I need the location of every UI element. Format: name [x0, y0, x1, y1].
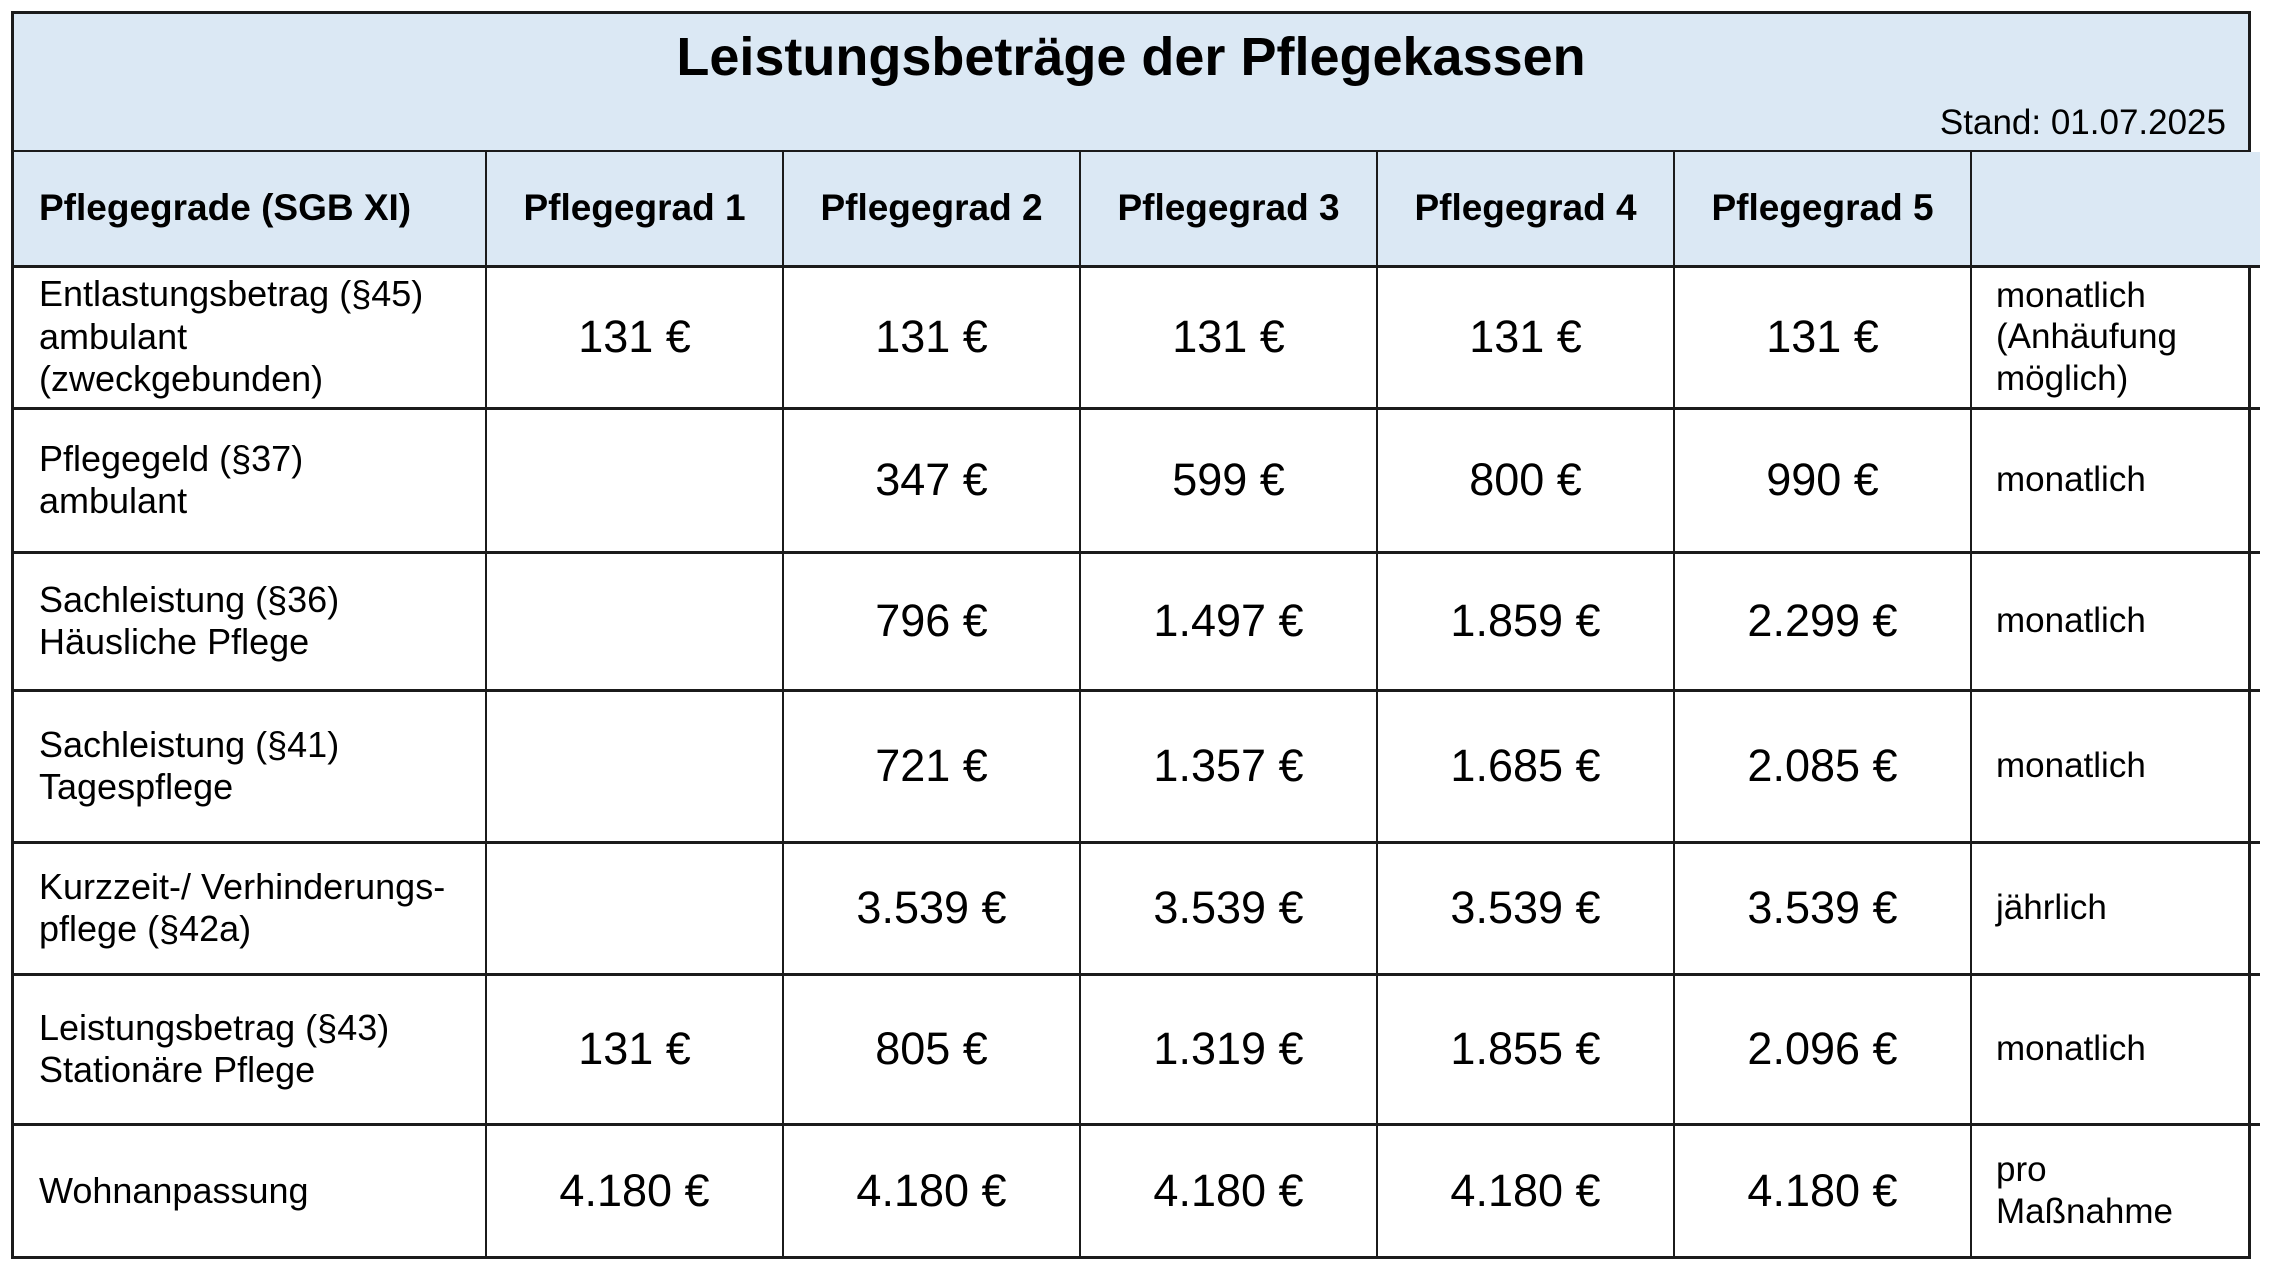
period-cell: monatlich: [1971, 408, 2260, 554]
table-row: Pflegegeld (§37) ambulant 347 €599 €800 €9…: [14, 408, 2260, 554]
period-line: monatlich: [1996, 460, 2146, 500]
row-label-line: pflege (§42a): [39, 908, 252, 949]
period-line: (Anhäufung: [1996, 317, 2177, 357]
period-cell: monatlich (Anhäufung möglich): [1971, 266, 2260, 410]
amount-cell: 4.180 €: [1674, 1124, 1972, 1256]
amount-cell: [486, 552, 784, 692]
header-cell-pflegegrad-5: Pflegegrad 5: [1674, 152, 1972, 268]
period-line: monatlich: [1996, 601, 2146, 641]
amount-cell: 131 €: [486, 266, 784, 410]
row-label-line: Wohnanpassung: [39, 1169, 309, 1211]
amount-cell: 131 €: [1377, 266, 1675, 410]
row-label-line: Stationäre Pflege: [39, 1049, 316, 1090]
amount-cell: 1.497 €: [1080, 552, 1378, 692]
benefits-table-frame: Leistungsbeträge der Pflegekassen Stand:…: [11, 11, 2260, 1259]
period-cell: monatlich: [1971, 974, 2260, 1126]
amount-cell: 1.859 €: [1377, 552, 1675, 692]
period-cell: monatlich: [1971, 690, 2260, 844]
header-cell-pflegegrad-1: Pflegegrad 1: [486, 152, 784, 268]
table-row: Entlastungsbetrag (§45) ambulant (zweckgeb…: [14, 266, 2260, 410]
amount-cell: 2.085 €: [1674, 690, 1972, 844]
period-line: möglich): [1996, 358, 2129, 398]
amount-cell: 2.299 €: [1674, 552, 1972, 692]
amount-cell: 131 €: [1674, 266, 1972, 410]
row-label-line: Pflegegeld (§37): [39, 437, 304, 479]
row-label-line: Sachleistung (§41): [39, 723, 340, 765]
row-label-line: ambulant: [39, 480, 188, 521]
period-line: jährlich: [1996, 888, 2107, 928]
row-label: Entlastungsbetrag (§45) ambulant (zweckgeb…: [14, 266, 487, 410]
table-row: Sachleistung (§41) Tagespflege 721 €1.357 …: [14, 690, 2260, 844]
benefits-table: Pflegegrade (SGB XI) Pflegegrad 1 Pflegegr…: [14, 152, 2260, 1256]
amount-cell: 4.180 €: [783, 1124, 1081, 1256]
stand-date: Stand: 01.07.2025: [1939, 103, 2226, 142]
table-row: Leistungsbetrag (§43) Stationäre Pflege 13…: [14, 974, 2260, 1126]
table-head: Pflegegrade (SGB XI) Pflegegrad 1 Pflegegr…: [14, 152, 2260, 268]
period-cell: pro Maßnahme: [1971, 1124, 2260, 1256]
table-body: Entlastungsbetrag (§45) ambulant (zweckgeb…: [14, 266, 2260, 1256]
row-label-line: Häusliche Pflege: [39, 621, 310, 662]
amount-cell: 800 €: [1377, 408, 1675, 554]
period-line: pro: [1996, 1150, 2047, 1190]
period-line: monatlich: [1996, 276, 2146, 316]
header-cell-pflegegrade: Pflegegrade (SGB XI): [14, 152, 487, 268]
amount-cell: [486, 690, 784, 844]
row-label: Leistungsbetrag (§43) Stationäre Pflege: [14, 974, 487, 1126]
row-label-line: Tagespflege: [39, 766, 234, 807]
row-label: Sachleistung (§36) Häusliche Pflege: [14, 552, 487, 692]
row-label: Kurzzeit-/ Verhinderungs-pflege (§42a): [14, 842, 487, 976]
table-row: Wohnanpassung 4.180 €4.180 €4.180 €4.180 …: [14, 1124, 2260, 1256]
row-label-line: Entlastungsbetrag (§45): [39, 273, 424, 315]
period-line: Maßnahme: [1996, 1191, 2174, 1231]
amount-cell: 4.180 €: [1080, 1124, 1378, 1256]
table-row: Sachleistung (§36) Häusliche Pflege 796 €1…: [14, 552, 2260, 692]
period-line: monatlich: [1996, 1029, 2146, 1069]
amount-cell: 4.180 €: [1377, 1124, 1675, 1256]
period-cell: jährlich: [1971, 842, 2260, 976]
row-label: Pflegegeld (§37) ambulant: [14, 408, 487, 554]
row-label-line: Leistungsbetrag (§43): [39, 1006, 390, 1048]
amount-cell: 3.539 €: [1377, 842, 1675, 976]
amount-cell: 131 €: [783, 266, 1081, 410]
amount-cell: 3.539 €: [1674, 842, 1972, 976]
header-cell-empty: [1971, 152, 2260, 268]
row-label: Sachleistung (§41) Tagespflege: [14, 690, 487, 844]
amount-cell: [486, 842, 784, 976]
amount-cell: 1.357 €: [1080, 690, 1378, 844]
page-title: Leistungsbeträge der Pflegekassen: [676, 27, 1586, 87]
row-label-line: Sachleistung (§36): [39, 578, 340, 620]
amount-cell: 3.539 €: [1080, 842, 1378, 976]
row-label-line: Kurzzeit-/ Verhinderungs-: [39, 865, 446, 907]
amount-cell: 347 €: [783, 408, 1081, 554]
header-cell-pflegegrad-4: Pflegegrad 4: [1377, 152, 1675, 268]
header-cell-pflegegrad-2: Pflegegrad 2: [783, 152, 1081, 268]
amount-cell: 805 €: [783, 974, 1081, 1126]
amount-cell: 3.539 €: [783, 842, 1081, 976]
amount-cell: 796 €: [783, 552, 1081, 692]
table-row: Kurzzeit-/ Verhinderungs-pflege (§42a) 3.…: [14, 842, 2260, 976]
row-label-line: ambulant: [39, 315, 188, 357]
header-row: Pflegegrade (SGB XI) Pflegegrad 1 Pflegegr…: [14, 152, 2260, 268]
amount-cell: [486, 408, 784, 554]
amount-cell: 1.319 €: [1080, 974, 1378, 1126]
row-label: Wohnanpassung: [14, 1124, 487, 1256]
amount-cell: 2.096 €: [1674, 974, 1972, 1126]
header-cell-pflegegrad-3: Pflegegrad 3: [1080, 152, 1378, 268]
amount-cell: 131 €: [1080, 266, 1378, 410]
amount-cell: 131 €: [486, 974, 784, 1126]
amount-cell: 599 €: [1080, 408, 1378, 554]
title-band: Leistungsbeträge der Pflegekassen Stand:…: [14, 14, 2248, 152]
amount-cell: 1.685 €: [1377, 690, 1675, 844]
row-label-line: (zweckgebunden): [39, 358, 324, 400]
period-line: monatlich: [1996, 746, 2146, 786]
period-cell: monatlich: [1971, 552, 2260, 692]
amount-cell: 1.855 €: [1377, 974, 1675, 1126]
amount-cell: 721 €: [783, 690, 1081, 844]
amount-cell: 4.180 €: [486, 1124, 784, 1256]
amount-cell: 990 €: [1674, 408, 1972, 554]
